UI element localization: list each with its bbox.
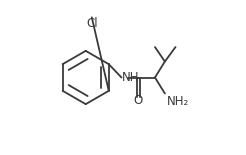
Text: NH₂: NH₂ (167, 95, 189, 108)
Text: NH: NH (122, 71, 139, 84)
Text: O: O (134, 94, 143, 107)
Text: Cl: Cl (86, 17, 98, 30)
